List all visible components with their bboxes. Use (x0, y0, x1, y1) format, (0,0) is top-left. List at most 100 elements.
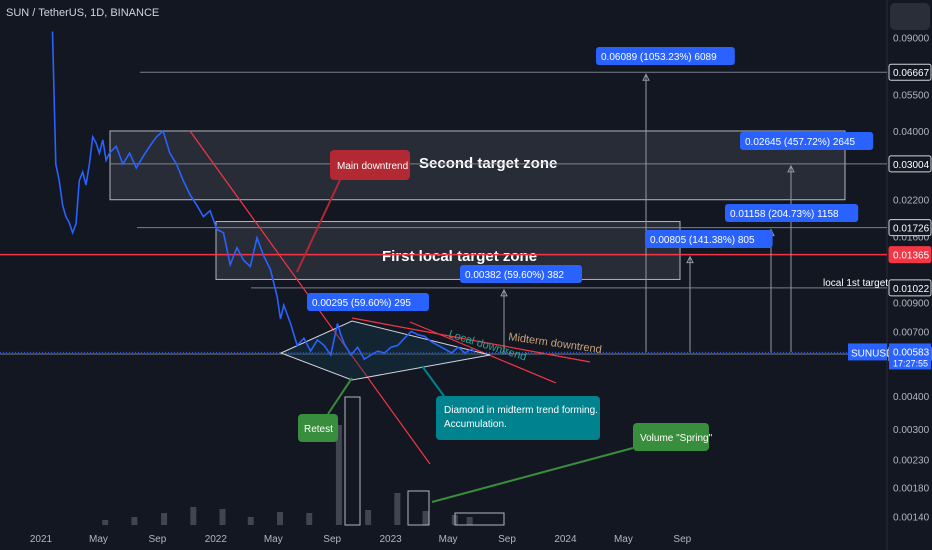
target-label-box (725, 204, 859, 222)
chart-title: SUN / TetherUS, 1D, BINANCE (6, 7, 160, 19)
main-downtrend-label: Main downtrend (337, 161, 408, 172)
price-axis-label: 0.01726 (893, 224, 930, 235)
diamond-pattern (279, 320, 491, 381)
price-axis-label: 0.03004 (893, 160, 930, 171)
price-axis-label-box (888, 155, 932, 173)
main-downtrend-pointer (296, 179, 341, 273)
x-tick-label: May (614, 534, 633, 545)
y-tick-label: 0.00700 (893, 327, 930, 338)
main-downtrend-callout (330, 150, 410, 180)
volume-bar (335, 425, 342, 525)
volume-bar (131, 517, 138, 525)
volume-box (454, 512, 505, 526)
target-zone-box (109, 130, 846, 201)
target-label-text: 0.06089 (1053.23%) 6089 (601, 52, 717, 63)
price-axis-label: 0.01022 (893, 284, 930, 295)
target-arrow-head (642, 73, 650, 81)
target-zone-label: First local target zone (382, 248, 537, 265)
volume-bar (466, 517, 473, 525)
diamond-pointer (421, 365, 445, 397)
y-tick-label: 0.02200 (893, 196, 930, 207)
bar-countdown: 17:27:55 (893, 358, 928, 368)
volume-bar (247, 517, 254, 525)
volume-bar (394, 493, 401, 525)
y-tick-label: 0.01600 (893, 232, 930, 243)
x-tick-label: Sep (148, 534, 166, 545)
x-tick-label: 2023 (380, 534, 403, 545)
x-tick-label: Sep (323, 534, 341, 545)
target-label-box (645, 230, 773, 248)
toolbar-button[interactable] (890, 3, 930, 30)
local-downtrend-line (409, 321, 557, 384)
target-label-box (460, 265, 582, 283)
target-zone-box (215, 221, 681, 280)
volume-spring-label: Volume "Spring" (640, 433, 713, 444)
volume-bar (190, 507, 197, 525)
price-line (51, 31, 476, 361)
x-tick-label: Sep (673, 534, 691, 545)
x-tick-label: May (89, 534, 108, 545)
diamond-label-line1: Diamond in midterm trend forming. (444, 405, 598, 416)
price-axis-label-box (888, 63, 932, 81)
last-price-box (889, 343, 931, 370)
y-tick-label: 0.00180 (893, 484, 930, 495)
retest-callout (298, 414, 338, 442)
target-label-box (740, 132, 874, 150)
price-axis-label: 0.06667 (893, 68, 930, 79)
volume-bar (102, 520, 109, 525)
volume-bars (102, 396, 505, 526)
volume-spring-callout (633, 423, 709, 451)
volume-bar (422, 511, 429, 525)
volume-bar (219, 509, 226, 525)
target-label-box (307, 293, 429, 311)
volume-bar (365, 510, 372, 525)
target-label-text: 0.00295 (59.60%) 295 (312, 298, 411, 309)
target-arrow-head (500, 288, 508, 297)
volume-spring-pointer (431, 447, 634, 503)
y-tick-label: 0.00230 (893, 455, 930, 466)
price-axis-label-box (888, 219, 932, 237)
price-axis-label-box (888, 279, 932, 297)
x-tick-label: 2024 (554, 534, 577, 545)
time-axis: 2021 May Sep 2022 May Sep 2023 May Sep 2024 May Sep (30, 534, 692, 545)
price-axis-label-box (888, 246, 932, 264)
volume-box (407, 490, 430, 526)
symbol-label-box (848, 343, 887, 361)
volume-bar (161, 513, 168, 525)
price-axis-label: 0.01365 (893, 251, 930, 262)
x-tick-label: 2022 (205, 534, 228, 545)
midterm-downtrend-line (351, 317, 591, 363)
local-first-target-label: local 1st target (823, 278, 888, 289)
y-tick-label: 0.04000 (893, 127, 930, 138)
target-label-box (596, 47, 735, 65)
retest-pointer (327, 377, 353, 415)
x-tick-label: May (439, 534, 458, 545)
target-label-text: 0.02645 (457.72%) 2645 (745, 137, 856, 148)
price-series (51, 31, 476, 361)
x-tick-label: Sep (498, 534, 516, 545)
x-tick-label: 2021 (30, 534, 53, 545)
volume-bar (276, 512, 283, 525)
annotation-labels: 0.06089 (1053.23%) 6089 0.02645 (457.72%)… (296, 47, 888, 503)
diamond-label-line2: Accumulation. (444, 419, 507, 430)
target-arrow-head (686, 255, 694, 264)
x-tick-label: May (264, 534, 283, 545)
target-label-text: 0.00382 (59.60%) 382 (465, 270, 564, 281)
y-tick-label: 0.09000 (893, 34, 930, 45)
y-tick-label: 0.00300 (893, 425, 930, 436)
symbol-label: SUNUSDT (851, 348, 899, 359)
price-axis: 0.09000 0.05500 0.04000 0.02200 0.01600 0.009… (848, 34, 932, 523)
volume-bar (306, 513, 313, 525)
volume-spike-box (344, 396, 361, 526)
y-tick-label: 0.00900 (893, 299, 930, 310)
target-arrow-head (787, 164, 795, 173)
last-price-value: 0.00583 (893, 347, 930, 358)
retest-label: Retest (304, 424, 333, 435)
target-label-text: 0.01158 (204.73%) 1158 (730, 209, 839, 220)
y-tick-label: 0.05500 (893, 90, 930, 101)
y-tick-label: 0.00400 (893, 392, 930, 403)
y-tick-label: 0.00140 (893, 512, 930, 523)
target-label-text: 0.00805 (141.38%) 805 (650, 235, 755, 246)
